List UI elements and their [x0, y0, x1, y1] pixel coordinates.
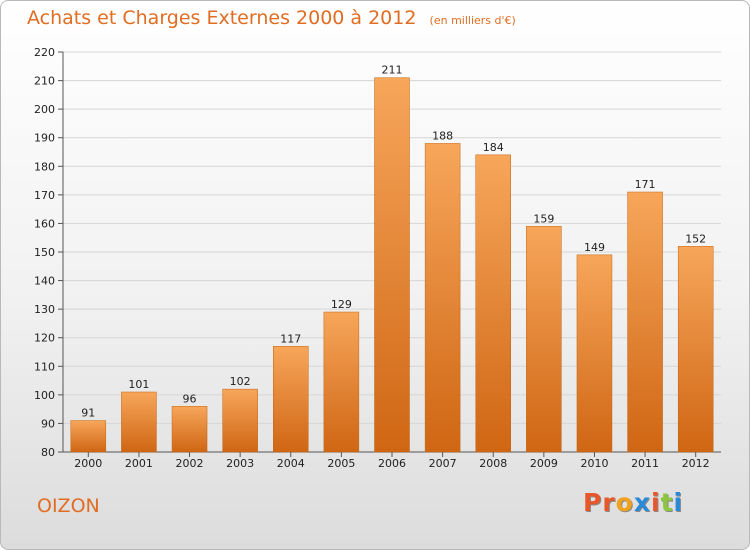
- y-tick-label: 80: [41, 446, 55, 459]
- bar-2004: [273, 346, 309, 453]
- value-label-2002: 96: [183, 392, 197, 405]
- y-tick-label: 160: [34, 217, 55, 230]
- bar-2001: [121, 391, 157, 453]
- chart-title-block: Achats et Charges Externes 2000 à 2012 (…: [27, 7, 516, 29]
- value-label-2005: 129: [331, 298, 352, 311]
- bar-2006: [374, 77, 410, 453]
- y-tick-label: 220: [34, 46, 55, 59]
- place-name: OIZON: [37, 495, 100, 517]
- x-tick-labels: 2000 2001 2002 2003 2004 2005 2006 2007 2008 2009…: [74, 457, 709, 470]
- value-label-2009: 159: [533, 212, 554, 225]
- bar-2010: [576, 254, 613, 453]
- y-tick-label: 140: [34, 275, 55, 288]
- x-tick-label-2011: 2011: [631, 457, 659, 470]
- x-tick-label-2007: 2007: [429, 457, 457, 470]
- logo-letter: o: [615, 488, 634, 517]
- logo-letter: r: [602, 488, 616, 517]
- y-tick-label: 200: [34, 103, 55, 116]
- x-tick-label-2008: 2008: [479, 457, 507, 470]
- bar-2008: [475, 154, 511, 453]
- value-label-2000: 91: [81, 407, 95, 420]
- value-label-2004: 117: [280, 332, 301, 345]
- x-tick-label-2010: 2010: [580, 457, 608, 470]
- value-label-2008: 184: [483, 141, 504, 154]
- value-label-2012: 152: [685, 232, 706, 245]
- bar-2009: [526, 226, 562, 453]
- x-tick-label-2003: 2003: [226, 457, 254, 470]
- logo-letter: i: [651, 488, 661, 517]
- x-tick-label-2006: 2006: [378, 457, 406, 470]
- y-tick-label: 190: [34, 132, 55, 145]
- y-tick-label: 110: [34, 360, 55, 373]
- bar-2012: [677, 246, 714, 453]
- value-label-2003: 102: [230, 375, 251, 388]
- bars: [70, 77, 714, 453]
- value-label-2007: 188: [432, 129, 453, 142]
- x-tick-label-2000: 2000: [74, 457, 102, 470]
- value-labels: 91 101 96 102 117 129 211 188 184 159 149 171 152: [81, 64, 706, 420]
- y-tick-label: 130: [34, 303, 55, 316]
- x-tick-label-2001: 2001: [125, 457, 153, 470]
- logo-letter: i: [673, 488, 684, 517]
- x-tick-label-2004: 2004: [277, 457, 305, 470]
- value-label-2006: 211: [382, 64, 403, 77]
- y-tick-label: 180: [34, 160, 55, 173]
- y-tick-label: 100: [34, 389, 55, 402]
- x-tick-label-2002: 2002: [176, 457, 204, 470]
- bar-2011: [627, 191, 663, 453]
- bar-2007: [424, 143, 461, 453]
- y-tick-label: 120: [34, 332, 55, 345]
- y-tick-label: 210: [34, 75, 55, 88]
- y-tick-label: 170: [34, 189, 55, 202]
- bar-2003: [222, 388, 258, 453]
- chart-title: Achats et Charges Externes 2000 à 2012: [27, 7, 417, 29]
- proxiti-logo: Proxiti: [583, 488, 683, 517]
- logo-letter: t: [660, 488, 674, 517]
- value-label-2011: 171: [635, 178, 656, 191]
- value-label-2010: 149: [584, 241, 605, 254]
- x-tick-label-2005: 2005: [327, 457, 355, 470]
- x-tick-label-2009: 2009: [530, 457, 558, 470]
- bar-2002: [171, 406, 208, 453]
- bar-2000: [70, 420, 107, 453]
- logo-letter: x: [633, 488, 651, 517]
- chart-unit: (en milliers d'€): [429, 14, 516, 27]
- bar-2005: [323, 311, 360, 453]
- y-tick-labels: 80 90 100 110 120 130 140 150 160 170 180 190 200 210…: [34, 46, 55, 459]
- y-tick-label: 90: [41, 417, 55, 430]
- logo-letter: P: [583, 488, 603, 517]
- value-label-2001: 101: [128, 378, 149, 391]
- x-tick-label-2012: 2012: [682, 457, 710, 470]
- y-tick-label: 150: [34, 246, 55, 259]
